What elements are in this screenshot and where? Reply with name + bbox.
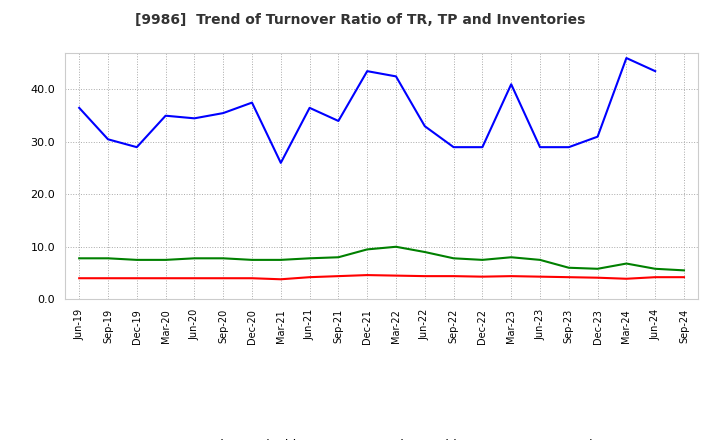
- Trade Payables: [190, 116, 199, 121]
- Trade Receivables: [104, 275, 112, 281]
- Trade Payables: [305, 105, 314, 110]
- Trade Receivables: [132, 275, 141, 281]
- Trade Receivables: [276, 277, 285, 282]
- Inventories: [651, 266, 660, 271]
- Inventories: [132, 257, 141, 263]
- Inventories: [564, 265, 573, 271]
- Trade Payables: [363, 69, 372, 74]
- Trade Receivables: [363, 272, 372, 278]
- Trade Payables: [132, 144, 141, 150]
- Inventories: [507, 255, 516, 260]
- Trade Receivables: [248, 275, 256, 281]
- Trade Receivables: [622, 276, 631, 282]
- Inventories: [420, 249, 429, 255]
- Trade Receivables: [564, 275, 573, 280]
- Trade Receivables: [651, 275, 660, 280]
- Trade Receivables: [334, 274, 343, 279]
- Inventories: [75, 256, 84, 261]
- Inventories: [161, 257, 170, 263]
- Trade Payables: [651, 69, 660, 74]
- Trade Receivables: [219, 275, 228, 281]
- Inventories: [478, 257, 487, 263]
- Inventories: [305, 256, 314, 261]
- Trade Payables: [593, 134, 602, 139]
- Trade Receivables: [190, 275, 199, 281]
- Trade Payables: [392, 74, 400, 79]
- Trade Payables: [161, 113, 170, 118]
- Trade Receivables: [161, 275, 170, 281]
- Line: Inventories: Inventories: [79, 247, 684, 270]
- Trade Payables: [564, 144, 573, 150]
- Trade Payables: [104, 137, 112, 142]
- Line: Trade Payables: Trade Payables: [79, 58, 655, 163]
- Trade Payables: [75, 105, 84, 110]
- Inventories: [219, 256, 228, 261]
- Trade Payables: [219, 110, 228, 116]
- Inventories: [449, 256, 458, 261]
- Legend: Trade Receivables, Trade Payables, Inventories: Trade Receivables, Trade Payables, Inven…: [151, 433, 612, 440]
- Inventories: [363, 247, 372, 252]
- Trade Receivables: [593, 275, 602, 280]
- Trade Payables: [478, 144, 487, 150]
- Trade Payables: [420, 124, 429, 129]
- Trade Receivables: [392, 273, 400, 278]
- Trade Payables: [622, 55, 631, 61]
- Inventories: [190, 256, 199, 261]
- Trade Payables: [276, 160, 285, 165]
- Inventories: [104, 256, 112, 261]
- Trade Payables: [334, 118, 343, 124]
- Trade Receivables: [420, 274, 429, 279]
- Inventories: [680, 268, 688, 273]
- Trade Payables: [449, 144, 458, 150]
- Inventories: [276, 257, 285, 263]
- Trade Receivables: [536, 274, 544, 279]
- Trade Payables: [536, 144, 544, 150]
- Trade Receivables: [305, 275, 314, 280]
- Inventories: [536, 257, 544, 263]
- Inventories: [593, 266, 602, 271]
- Trade Payables: [248, 100, 256, 105]
- Trade Receivables: [449, 274, 458, 279]
- Trade Payables: [507, 81, 516, 87]
- Inventories: [622, 261, 631, 266]
- Line: Trade Receivables: Trade Receivables: [79, 275, 684, 279]
- Inventories: [334, 255, 343, 260]
- Trade Receivables: [507, 274, 516, 279]
- Text: [9986]  Trend of Turnover Ratio of TR, TP and Inventories: [9986] Trend of Turnover Ratio of TR, TP…: [135, 13, 585, 27]
- Inventories: [248, 257, 256, 263]
- Inventories: [392, 244, 400, 249]
- Trade Receivables: [478, 274, 487, 279]
- Trade Receivables: [75, 275, 84, 281]
- Trade Receivables: [680, 275, 688, 280]
